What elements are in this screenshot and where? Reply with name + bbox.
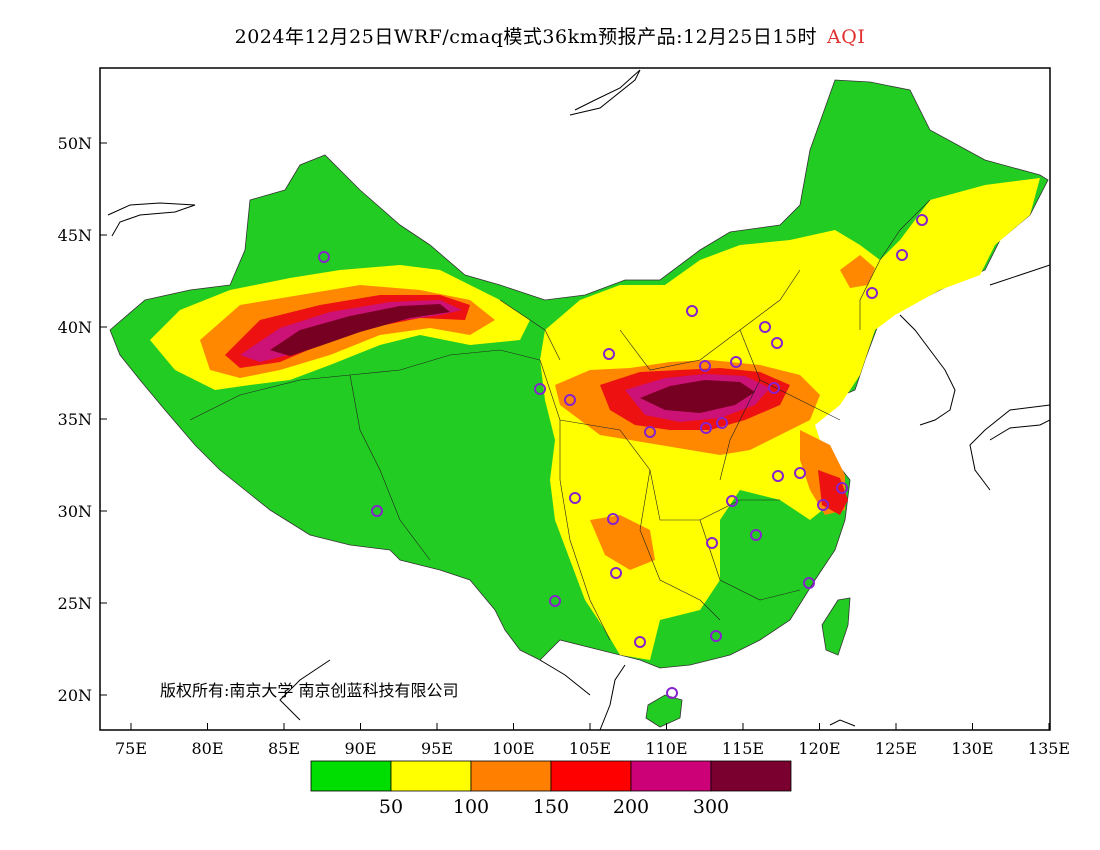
aqi-zone-hazardous-west: [270, 304, 450, 356]
colorbar-label: 300: [693, 796, 729, 818]
station-marker: [836, 482, 848, 494]
aqi-zone-unhealthy-shanghai: [818, 470, 848, 515]
map-content: 版权所有:南京大学 南京创蓝科技有限公司: [107, 69, 1050, 730]
station-marker: [549, 595, 561, 607]
station-marker: [716, 417, 728, 429]
colorbar-label: 200: [613, 796, 649, 818]
lon-tick-label: 115E: [722, 739, 764, 758]
colorbar-segment: [630, 760, 712, 792]
station-marker: [896, 249, 908, 261]
aqi-zone-hazardous-central: [640, 380, 755, 413]
neighbor-coastlines: [107, 69, 1050, 730]
station-marker: [534, 383, 546, 395]
colorbar-segment: [550, 760, 632, 792]
aqi-zone-usg-sichuan: [590, 515, 655, 570]
station-marker: [603, 348, 615, 360]
station-marker: [634, 636, 646, 648]
aqi-colorbar: 50 100 150 200 300: [310, 760, 792, 818]
aqi-zone-usg-northeast: [840, 255, 875, 288]
lon-tick-label: 95E: [421, 739, 453, 758]
lon-tick-label: 125E: [875, 739, 917, 758]
station-marker: [700, 422, 712, 434]
lon-tick-label: 100E: [492, 739, 534, 758]
lat-tick-label: 45N: [58, 226, 92, 245]
station-marker: [666, 687, 678, 699]
colorbar-label: 100: [453, 796, 489, 818]
station-marker: [710, 630, 722, 642]
colorbar-label: 50: [379, 796, 403, 818]
longitude-axis: 75E 80E 85E 90E 95E 100E 105E 110E 115E 120E 125E 1…: [115, 723, 1070, 758]
colorbar-label: 150: [533, 796, 569, 818]
lon-tick-label: 135E: [1028, 739, 1070, 758]
product-label: AQI: [827, 26, 866, 48]
lat-tick-label: 25N: [58, 594, 92, 613]
map-frame: [99, 67, 1051, 731]
lon-tick-label: 75E: [115, 739, 147, 758]
station-marker: [730, 356, 742, 368]
lon-tick-label: 105E: [569, 739, 611, 758]
station-marker: [644, 426, 656, 438]
station-marker: [564, 394, 576, 406]
station-marker: [371, 505, 383, 517]
lat-tick-label: 40N: [58, 318, 92, 337]
colorbar-segment: [710, 760, 792, 792]
colorbar-segment: [310, 760, 392, 792]
lon-tick-label: 110E: [645, 739, 687, 758]
station-marker: [768, 382, 780, 394]
lon-tick-label: 90E: [344, 739, 376, 758]
station-marker: [610, 567, 622, 579]
station-marker: [866, 287, 878, 299]
colorbar-segment: [390, 760, 472, 792]
lat-tick-label: 35N: [58, 410, 92, 429]
lon-tick-label: 120E: [798, 739, 840, 758]
station-marker: [706, 537, 718, 549]
station-marker: [686, 305, 698, 317]
station-marker: [771, 337, 783, 349]
monitoring-stations: [318, 214, 928, 699]
latitude-axis: 20N 25N 30N 35N 40N 45N 50N: [58, 134, 107, 705]
colorbar-segment: [470, 760, 552, 792]
copyright-text: 版权所有:南京大学 南京创蓝科技有限公司: [160, 681, 458, 700]
lat-tick-label: 20N: [58, 686, 92, 705]
hainan-island: [645, 694, 683, 728]
station-marker: [803, 577, 815, 589]
lon-tick-label: 85E: [268, 739, 300, 758]
title-text: 2024年12月25日WRF/cmaq模式36km预报产品:12月25日15时: [234, 26, 818, 48]
map-title: 2024年12月25日WRF/cmaq模式36km预报产品:12月25日15时 A…: [0, 22, 1100, 49]
province-boundaries: [189, 199, 931, 641]
station-marker: [794, 467, 806, 479]
station-marker: [772, 470, 784, 482]
station-marker: [726, 495, 738, 507]
station-marker: [569, 492, 581, 504]
station-marker: [607, 513, 619, 525]
lat-tick-label: 50N: [58, 134, 92, 153]
station-marker: [750, 529, 762, 541]
lon-tick-label: 130E: [951, 739, 993, 758]
station-marker: [699, 360, 711, 372]
station-marker: [759, 321, 771, 333]
taiwan-island: [821, 597, 851, 656]
station-marker: [916, 214, 928, 226]
lat-tick-label: 30N: [58, 502, 92, 521]
lon-tick-label: 80E: [191, 739, 223, 758]
station-marker: [817, 499, 829, 511]
station-marker: [318, 251, 330, 263]
